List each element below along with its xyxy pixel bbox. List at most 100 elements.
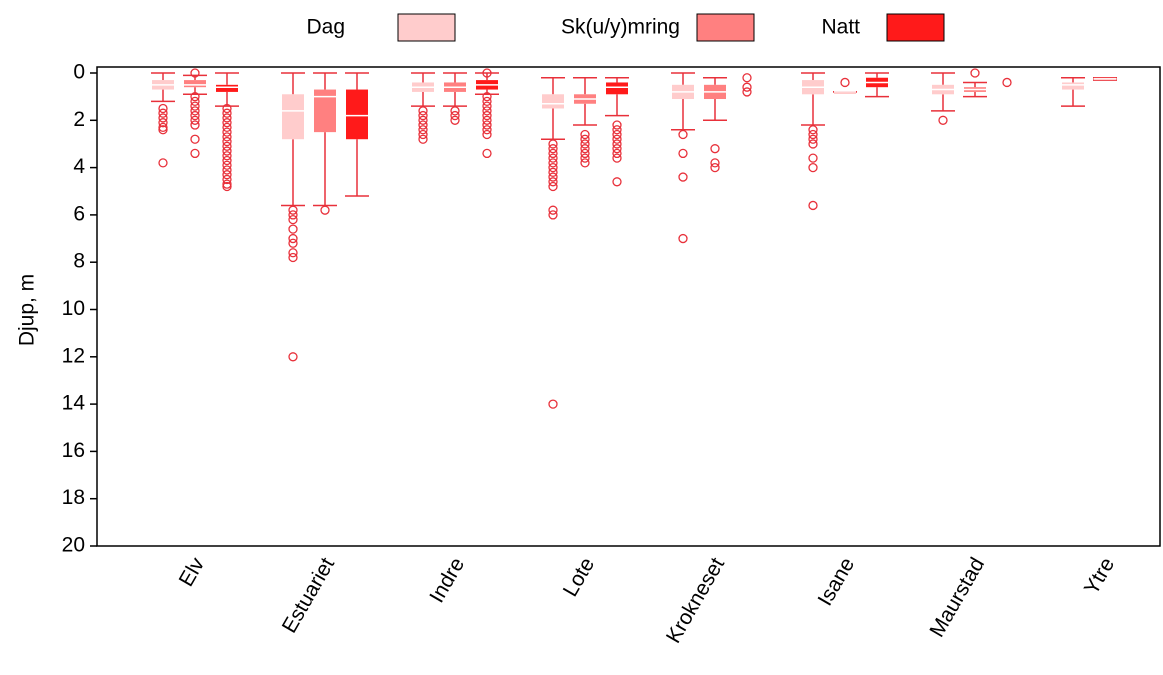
outlier <box>742 82 752 92</box>
outlier <box>158 103 168 114</box>
outlier <box>742 73 752 83</box>
box <box>542 94 564 109</box>
outlier <box>548 158 558 168</box>
outlier <box>548 148 558 159</box>
outlier <box>482 148 492 159</box>
outlier <box>548 205 558 215</box>
outlier <box>418 115 428 125</box>
box <box>346 89 368 140</box>
outlier <box>222 118 232 128</box>
outlier <box>288 238 298 248</box>
outlier <box>678 233 688 244</box>
y-tick-label: 4 <box>73 155 85 178</box>
outlier <box>158 125 168 135</box>
outlier <box>288 233 298 244</box>
legend-label: Sk(u/y)mring <box>561 16 680 39</box>
outlier <box>190 106 200 116</box>
outlier <box>482 96 492 107</box>
outlier <box>222 146 232 156</box>
outlier <box>710 158 720 168</box>
outlier <box>548 399 558 409</box>
legend-label: Natt <box>821 16 860 39</box>
outlier <box>288 210 298 220</box>
legend-swatch <box>886 13 945 42</box>
outlier <box>678 129 688 140</box>
outlier <box>808 139 818 149</box>
outlier <box>190 68 200 78</box>
outlier <box>482 92 492 102</box>
outlier <box>808 153 818 163</box>
outlier <box>222 165 232 175</box>
outlier <box>450 106 460 116</box>
outlier <box>482 120 492 130</box>
plot-frame <box>96 66 1161 547</box>
outlier <box>222 170 232 180</box>
outlier <box>222 181 232 192</box>
y-tick-label: 6 <box>73 202 85 225</box>
outlier <box>612 177 622 187</box>
x-tick-label: Ytre <box>1080 554 1119 599</box>
outlier <box>580 129 590 140</box>
box <box>184 80 206 88</box>
outlier <box>548 153 558 163</box>
outlier <box>222 103 232 114</box>
outlier <box>1002 77 1012 88</box>
outlier <box>612 129 622 140</box>
outlier <box>840 77 850 88</box>
outlier <box>158 108 168 118</box>
outlier <box>482 110 492 121</box>
outlier <box>288 205 298 215</box>
outlier <box>418 134 428 144</box>
outlier <box>580 144 590 154</box>
legend-label: Dag <box>306 16 345 39</box>
x-tick-label: Isane <box>814 554 860 610</box>
outlier <box>710 144 720 154</box>
x-tick-label: Maurstad <box>925 554 989 641</box>
outlier <box>808 129 818 140</box>
outlier <box>612 153 622 163</box>
outlier <box>548 167 558 177</box>
outlier <box>612 134 622 144</box>
outlier <box>482 106 492 116</box>
outlier <box>222 108 232 118</box>
outlier <box>612 148 622 159</box>
outlier <box>548 177 558 187</box>
box <box>1062 82 1084 90</box>
outlier <box>580 134 590 144</box>
outlier <box>580 148 590 159</box>
outlier <box>808 200 818 211</box>
outlier <box>808 125 818 135</box>
outlier <box>482 115 492 125</box>
outlier <box>548 144 558 154</box>
outlier <box>548 139 558 149</box>
outlier <box>418 125 428 135</box>
outlier <box>222 136 232 147</box>
outlier <box>190 96 200 107</box>
outlier <box>222 132 232 142</box>
outlier <box>288 352 298 362</box>
outlier <box>288 252 298 263</box>
box <box>282 94 304 140</box>
outlier <box>288 224 298 234</box>
outlier <box>808 162 818 173</box>
box <box>606 82 628 95</box>
outlier <box>222 155 232 166</box>
y-tick-label: 14 <box>62 392 86 415</box>
outlier <box>482 68 492 78</box>
outlier <box>678 148 688 159</box>
y-tick-label: 18 <box>62 486 85 509</box>
outlier <box>190 134 200 144</box>
x-tick-label: Indre <box>425 554 469 607</box>
outlier <box>418 110 428 121</box>
outlier <box>158 113 168 123</box>
outlier <box>450 115 460 125</box>
outlier <box>190 101 200 111</box>
legend-swatch <box>397 13 456 42</box>
outlier <box>580 158 590 168</box>
outlier <box>612 139 622 149</box>
outlier <box>548 181 558 192</box>
outlier <box>222 160 232 170</box>
outlier <box>612 125 622 135</box>
y-tick-label: 8 <box>73 250 85 273</box>
outlier <box>482 125 492 135</box>
